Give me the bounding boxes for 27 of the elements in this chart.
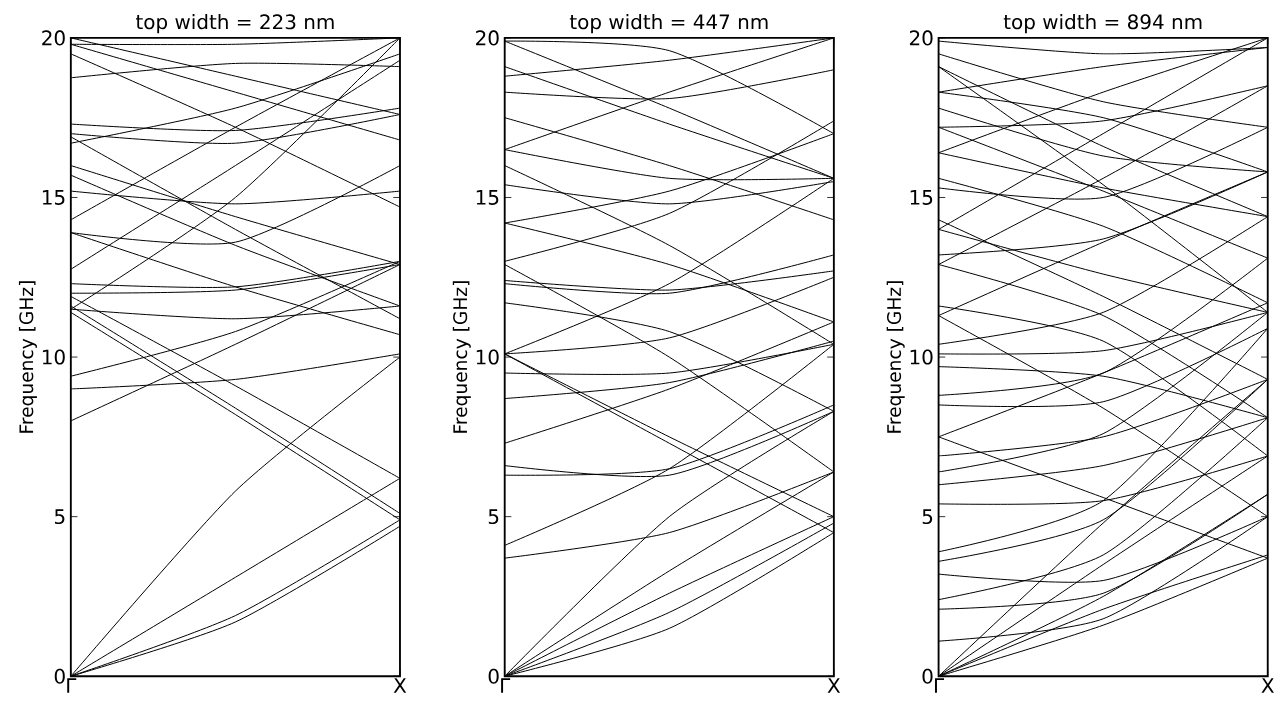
chart-title: top width = 894 nm <box>1003 13 1202 34</box>
x-tick-label: Γ <box>501 678 511 693</box>
y-tick-label: 20 <box>476 30 499 46</box>
y-axis-title: Frequency [GHz] <box>18 281 37 433</box>
y-tick-label: 20 <box>42 30 65 46</box>
y-tick-label: 0 <box>488 668 499 684</box>
x-tick-label: Γ <box>67 678 77 693</box>
y-tick-label: 10 <box>476 349 499 365</box>
y-tick-label: 10 <box>910 349 933 365</box>
x-tick-label: Γ <box>934 678 945 693</box>
chart-title: top width = 447 nm <box>569 13 768 34</box>
chart-title: top width = 223 nm <box>135 13 334 34</box>
y-tick-label: 15 <box>476 189 499 205</box>
y-axis-title: Frequency [GHz] <box>452 281 471 433</box>
x-tick-label: X <box>1261 678 1274 693</box>
y-tick-label: 15 <box>910 189 933 205</box>
x-tick-label: X <box>393 678 407 693</box>
y-tick-label: 5 <box>488 509 499 524</box>
y-tick-label: 5 <box>54 509 65 524</box>
x-tick-label: X <box>827 678 841 693</box>
y-tick-label: 10 <box>42 349 65 365</box>
y-tick-label: 20 <box>909 30 933 46</box>
y-tick-label: 15 <box>42 189 65 205</box>
y-tick-label: 0 <box>54 668 65 684</box>
y-tick-label: 0 <box>922 668 933 684</box>
y-axis-title: Frequency [GHz] <box>886 281 905 433</box>
y-tick-label: 5 <box>922 509 933 524</box>
